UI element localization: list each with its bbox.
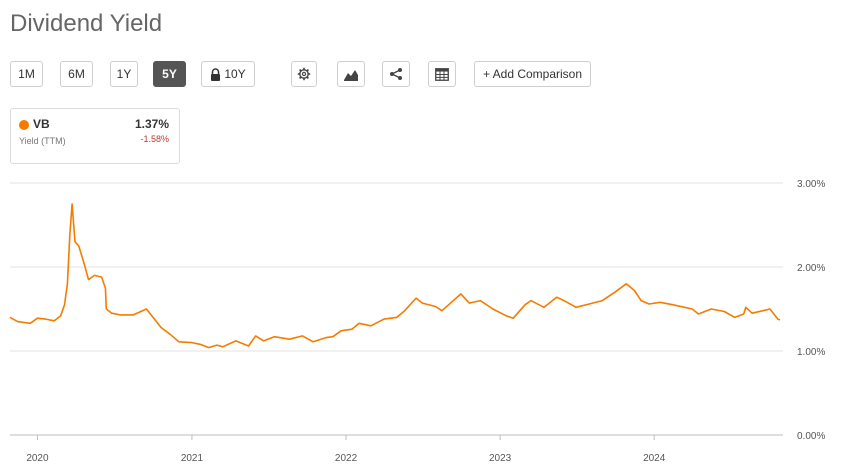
add-comparison-button[interactable]: + Add Comparison <box>474 61 591 87</box>
x-tick-label: 2023 <box>489 453 512 464</box>
x-tick-label: 2020 <box>26 453 49 464</box>
range-5y-button[interactable]: 5Y <box>153 61 186 87</box>
range-1y-button[interactable]: 1Y <box>110 61 138 87</box>
series-line-vb[interactable] <box>9 203 781 349</box>
dividend-yield-chart[interactable]: 0.00% 1.00% 2.00% 3.00% 2020 2021 2022 2023 2024 <box>0 170 851 475</box>
gear-icon <box>297 67 311 81</box>
series-color-dot <box>19 120 29 130</box>
x-tick-label: 2022 <box>335 453 358 464</box>
share-button[interactable] <box>382 61 410 87</box>
y-tick-label: 0.00% <box>797 431 825 442</box>
table-view-button[interactable] <box>428 61 456 87</box>
y-tick-label: 3.00% <box>797 179 825 190</box>
series-legend-card: VB 1.37% Yield (TTM) -1.58% <box>10 108 180 164</box>
share-icon <box>389 67 403 81</box>
y-tick-label: 1.00% <box>797 347 825 358</box>
settings-button[interactable] <box>291 61 317 87</box>
range-6m-button[interactable]: 6M <box>60 61 93 87</box>
chart-type-button[interactable] <box>337 61 365 87</box>
table-icon <box>435 67 449 81</box>
range-10y-label: 10Y <box>224 67 246 81</box>
series-change: -1.58% <box>140 134 169 144</box>
y-tick-label: 2.00% <box>797 263 825 274</box>
x-tick-label: 2021 <box>181 453 204 464</box>
mountain-chart-icon <box>343 67 359 81</box>
range-10y-button[interactable]: 10Y <box>201 61 255 87</box>
series-subtitle: Yield (TTM) <box>19 136 66 146</box>
chart-toolbar: 1M 6M 1Y 5Y 10Y + Add Comparison <box>10 61 850 89</box>
page-title: Dividend Yield <box>10 10 163 37</box>
lock-icon <box>210 67 221 81</box>
series-current-value: 1.37% <box>134 117 169 131</box>
x-tick-label: 2024 <box>643 453 666 464</box>
series-ticker: VB <box>33 117 50 131</box>
range-1m-button[interactable]: 1M <box>10 61 43 87</box>
